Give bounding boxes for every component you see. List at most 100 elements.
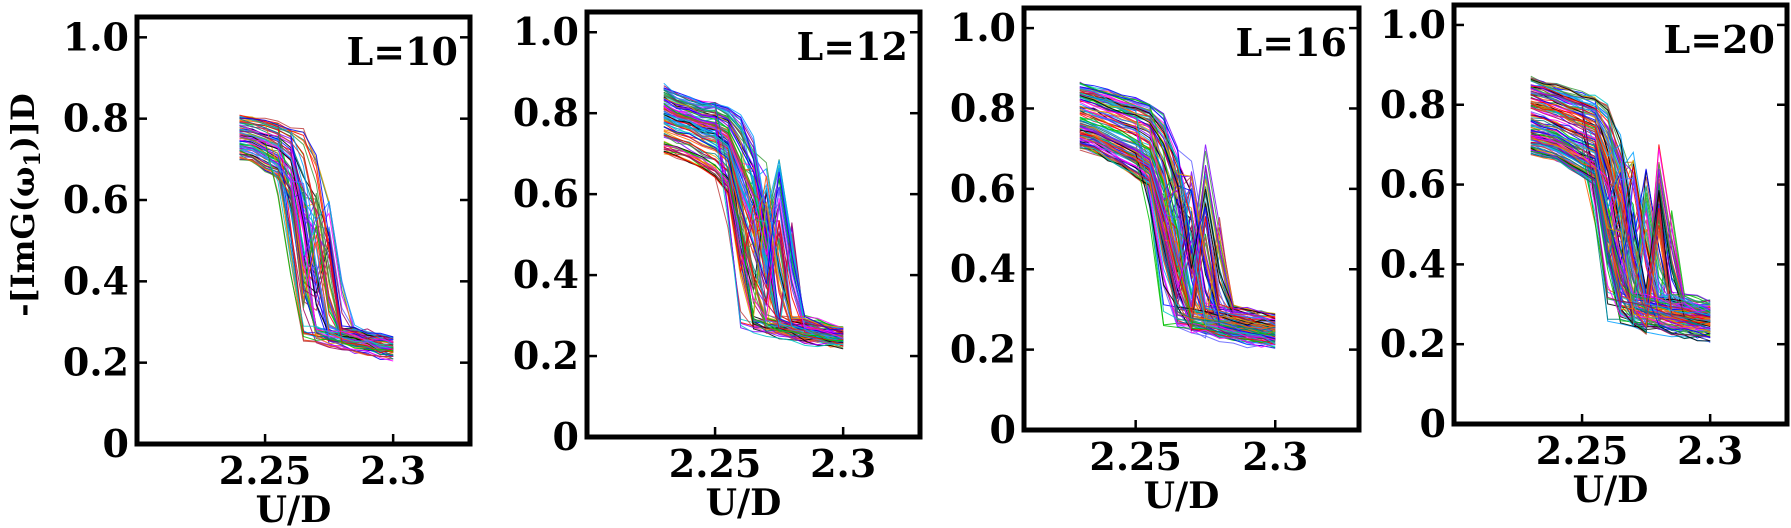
y-tick-label: 1.0 <box>63 14 129 59</box>
data-series-line <box>1079 95 1276 345</box>
panel-1: 0 0.2 0.4 0.6 0.8 1.0 2.25 2.3 U/D L=10 <box>63 14 473 528</box>
y-tick-label: 0.2 <box>513 333 579 378</box>
data-series-line <box>1079 87 1276 326</box>
data-series-line <box>663 98 844 335</box>
data-series-line <box>1079 145 1276 330</box>
y-tick-label: 1.0 <box>1380 2 1446 47</box>
x-tick-label: 2.3 <box>1242 434 1308 479</box>
data-series-line <box>239 129 394 338</box>
series-group <box>663 82 844 350</box>
plot-frame <box>584 9 923 440</box>
x-tick-label: 2.25 <box>669 441 762 486</box>
data-series-line <box>1530 131 1711 314</box>
data-series-line <box>1079 125 1276 326</box>
x-tick-label: 2.25 <box>1536 428 1629 473</box>
data-series-line <box>1079 134 1276 331</box>
x-axis-label: U/D <box>1573 469 1649 511</box>
x-tick-label: 2.3 <box>810 441 876 486</box>
y-tick-label: 0 <box>990 407 1016 452</box>
data-series-line <box>1530 135 1711 328</box>
data-series-line <box>1530 78 1711 323</box>
data-series-line <box>663 116 844 342</box>
data-series-line <box>1530 108 1711 321</box>
data-series-line <box>663 145 844 339</box>
data-series-line <box>1530 100 1711 310</box>
y-tick-label: 0.2 <box>950 327 1016 372</box>
data-series-line <box>663 126 844 331</box>
y-tick-label: 0.6 <box>1380 162 1446 207</box>
data-series-line <box>1530 121 1711 330</box>
y-tick-label: 0.4 <box>950 246 1016 291</box>
data-series-line <box>1530 80 1711 313</box>
x-axis-label: U/D <box>706 482 782 524</box>
data-series-line <box>239 156 394 353</box>
x-axis-label: U/D <box>256 489 332 528</box>
x-tick-label: 2.3 <box>360 448 426 493</box>
y-tick-label: 0.4 <box>63 258 129 303</box>
y-tick-label: 0.8 <box>1380 82 1446 127</box>
panel-2: 0 0.2 0.4 0.6 0.8 1.0 2.25 2.3 U/D L=12 <box>513 9 923 524</box>
data-series-line <box>239 121 394 347</box>
data-series-line <box>239 117 394 338</box>
x-tick-label: 2.3 <box>1677 428 1743 473</box>
data-series-line <box>1079 137 1276 341</box>
data-series-line <box>239 159 394 353</box>
panel-title: L=20 <box>1664 17 1775 62</box>
data-series-line <box>1530 131 1711 336</box>
panel-4: 0 0.2 0.4 0.6 0.8 1.0 2.25 2.3 U/D L=20 <box>1380 2 1790 511</box>
panel-title: L=16 <box>1236 20 1347 65</box>
y-tick-label: 0.6 <box>63 177 129 222</box>
data-series-line <box>663 104 844 336</box>
y-axis-label-subscript: 1 <box>20 151 46 166</box>
data-series-line <box>1530 138 1711 333</box>
data-series-line <box>1079 134 1276 319</box>
data-series-line <box>663 108 844 346</box>
data-series-line <box>1079 95 1276 315</box>
data-series-line <box>239 135 394 353</box>
x-tick-label: 2.25 <box>1089 434 1182 479</box>
y-axis-label-tail: )]D <box>4 93 42 151</box>
data-series-line <box>1079 130 1276 331</box>
data-series-line <box>1530 125 1711 316</box>
x-axis-label: U/D <box>1144 475 1220 517</box>
y-tick-label: 0.8 <box>950 85 1016 130</box>
y-tick-label: 1.0 <box>513 9 579 54</box>
plot-frame <box>1451 2 1790 427</box>
data-series-line <box>239 153 394 344</box>
data-series-line <box>663 141 844 342</box>
plot-frame <box>134 14 473 447</box>
data-series-line <box>1079 86 1276 340</box>
data-series-line <box>663 144 844 337</box>
y-axis-label: -[ImG(ω1)]D <box>4 93 46 317</box>
data-series-line <box>663 151 844 347</box>
data-series-line <box>663 149 844 336</box>
panel-title: L=12 <box>797 24 908 69</box>
series-group <box>1079 81 1276 349</box>
y-axis-label-main: -[ImG(ω <box>4 167 42 317</box>
data-series-line <box>1530 130 1711 339</box>
data-series-line <box>1530 90 1711 318</box>
y-tick-label: 0.8 <box>513 90 579 135</box>
data-series-line <box>663 113 844 348</box>
data-series-line <box>239 145 394 352</box>
y-tick-label: 0.2 <box>1380 321 1446 366</box>
y-tick-label: 0 <box>1420 401 1446 446</box>
data-series-line <box>239 139 394 362</box>
data-series-line <box>1079 94 1276 328</box>
data-series-line <box>239 142 394 345</box>
series-group <box>239 114 394 362</box>
data-series-line <box>1079 140 1276 345</box>
y-tick-label: 0 <box>553 414 579 459</box>
data-series-line <box>663 115 844 344</box>
y-tick-label: 0.4 <box>513 252 579 297</box>
data-series-line <box>239 153 394 338</box>
y-tick-label: 0.4 <box>1380 241 1446 286</box>
data-series-line <box>1079 99 1276 348</box>
y-tick-label: 0 <box>103 421 129 466</box>
data-series-line <box>239 132 394 339</box>
data-series-line <box>1079 127 1276 334</box>
plot-frame <box>1021 5 1362 433</box>
data-series-line <box>1530 136 1711 313</box>
data-series-line <box>1079 119 1276 336</box>
